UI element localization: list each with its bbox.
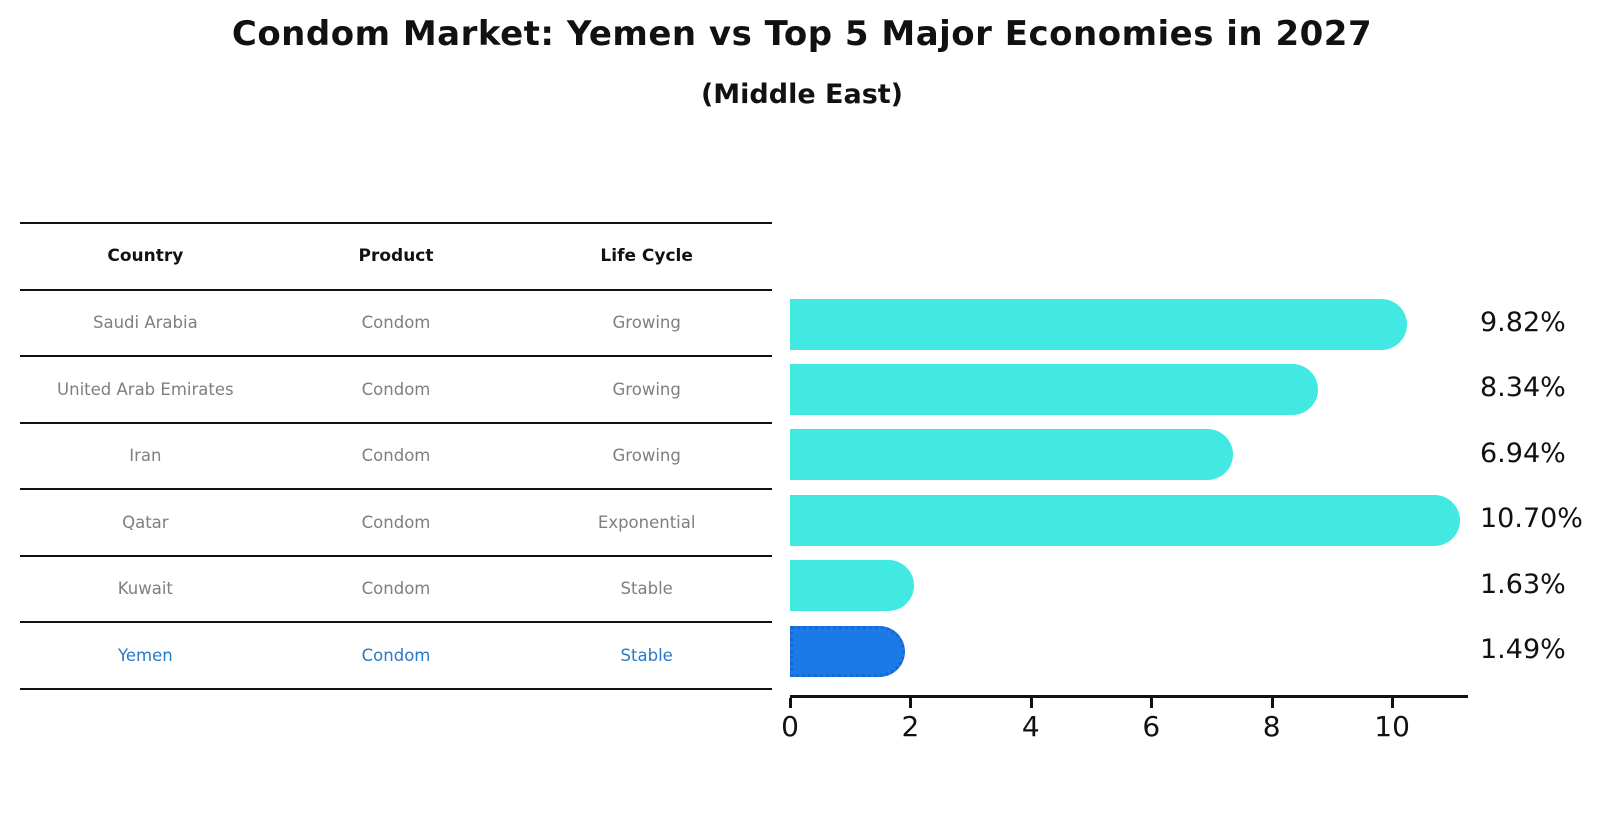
bar-value-label: 9.82% [1480, 307, 1566, 338]
table-cell-life-cycle: Stable [620, 579, 673, 599]
table-cell-life-cycle: Stable [620, 645, 673, 665]
table-cell-life-cycle: Exponential [597, 512, 696, 532]
bar-highlight-yemen [790, 625, 906, 677]
x-axis-tick [1391, 698, 1395, 708]
table-cell-country: Saudi Arabia [92, 313, 198, 333]
table-rows: Saudi Arabia Condom Growing United Arab Emi… [20, 291, 772, 690]
table-cell-country: Iran [129, 446, 162, 466]
bar-saudi-arabia [790, 298, 1407, 350]
x-axis-tick-label: 6 [1142, 710, 1161, 743]
table-row: Saudi Arabia Condom Growing [20, 291, 772, 357]
table-cell-life-cycle: Growing [612, 313, 681, 333]
bar-value-label: 6.94% [1480, 437, 1566, 469]
chart-title: Condom Market: Yemen vs Top 5 Major Econ… [231, 14, 1373, 54]
table-cell-product: Condom [361, 446, 431, 466]
table-cell-product: Condom [361, 512, 431, 532]
bar-iran [790, 429, 1234, 481]
x-axis-tick-label: 8 [1262, 710, 1281, 743]
x-axis-tick [1150, 698, 1154, 708]
table-cell-life-cycle: Growing [612, 379, 681, 399]
x-axis-tick [909, 698, 913, 708]
table-row: Iran Condom Growing [20, 424, 772, 490]
table-cell-life-cycle: Growing [612, 446, 681, 466]
table-cell-product: Condom [361, 313, 431, 333]
table-header-row: Country Product Life Cycle [20, 224, 772, 291]
bar-value-label: 8.34% [1480, 372, 1566, 404]
x-axis-tick-label: 2 [901, 710, 920, 743]
table-cell-country: Kuwait [117, 579, 173, 599]
table-cell-product: Condom [361, 645, 431, 665]
bar-united-arab-emirates [790, 363, 1318, 415]
bar-value-label: 1.49% [1480, 634, 1566, 665]
bar-value-label: 10.70% [1480, 503, 1583, 535]
table-row: United Arab Emirates Condom Growing [20, 357, 772, 424]
table-cell-product: Condom [361, 579, 431, 599]
table-row: Yemen Condom Stable [20, 623, 772, 690]
table-header-product: Product [358, 246, 434, 267]
table-cell-product: Condom [361, 379, 431, 399]
x-axis-tick [1029, 698, 1033, 708]
bar-plot-area: 0 2 4 6 8 10 [781, 290, 1468, 743]
country-table: Country Product Life Cycle Saudi Arabia C… [20, 222, 772, 690]
bar-kuwait [790, 560, 914, 612]
x-axis-tick-label: 10 [1374, 710, 1410, 743]
x-axis-tick-label: 4 [1021, 710, 1040, 743]
table-row: Kuwait Condom Stable [20, 557, 772, 623]
bar-qatar [790, 494, 1460, 546]
table-cell-country: Yemen [117, 645, 173, 665]
x-axis-tick-label: 0 [781, 710, 799, 743]
bar-value-label: 1.63% [1480, 568, 1566, 600]
table-cell-country: United Arab Emirates [57, 379, 234, 399]
table-row: Qatar Condom Exponential [20, 490, 772, 557]
x-axis-tick [789, 698, 792, 708]
table-header-country: Country [107, 246, 184, 267]
x-axis-tick [1270, 698, 1274, 708]
table-cell-country: Qatar [122, 512, 169, 532]
chart-subtitle: (Middle East) [700, 79, 904, 110]
table-header-life-cycle: Life Cycle [600, 246, 693, 267]
